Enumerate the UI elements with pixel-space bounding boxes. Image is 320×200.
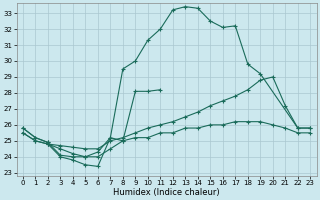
X-axis label: Humidex (Indice chaleur): Humidex (Indice chaleur): [113, 188, 220, 197]
